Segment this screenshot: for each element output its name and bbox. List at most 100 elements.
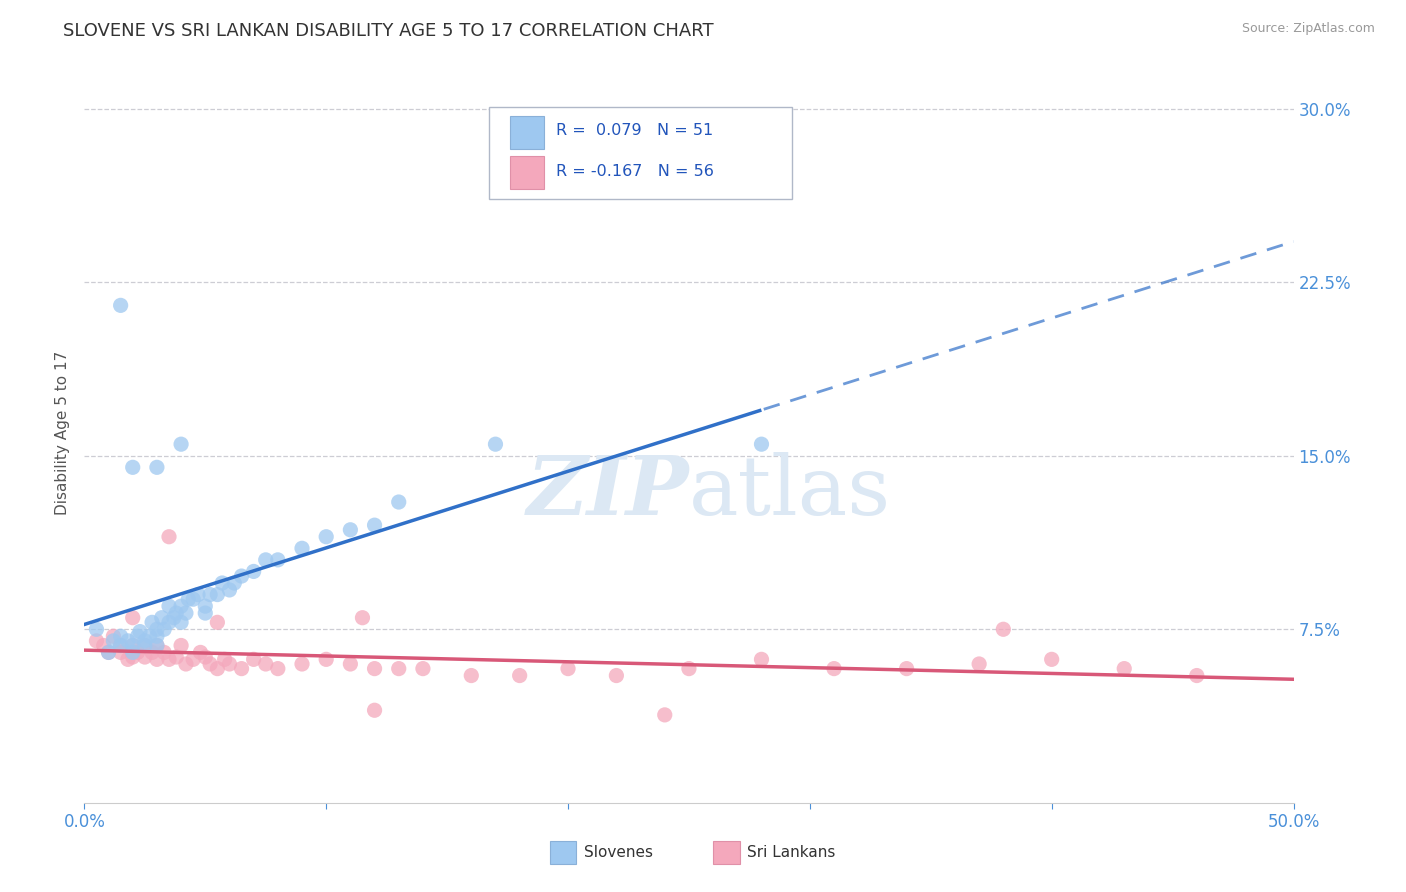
Point: [242, 652, 264, 666]
Point: [103, 629, 125, 643]
Point: [163, 610, 186, 624]
Text: R = -0.167   N = 56: R = -0.167 N = 56: [555, 164, 714, 179]
Point: [146, 639, 169, 653]
Point: [194, 606, 217, 620]
Point: [138, 629, 160, 643]
Point: [153, 645, 176, 659]
Point: [339, 523, 361, 537]
Point: [117, 633, 139, 648]
Point: [134, 639, 156, 653]
Point: [153, 622, 176, 636]
Point: [339, 657, 361, 671]
Point: [190, 645, 212, 659]
Point: [157, 615, 180, 630]
Point: [121, 645, 143, 659]
Point: [194, 650, 217, 665]
Point: [218, 582, 240, 597]
Text: Slovenes: Slovenes: [583, 845, 652, 860]
Point: [110, 629, 132, 643]
Point: [134, 633, 156, 648]
Point: [174, 657, 197, 671]
Point: [967, 657, 990, 671]
Bar: [510, 116, 544, 149]
Point: [146, 652, 169, 666]
Text: atlas: atlas: [689, 452, 891, 532]
Point: [146, 460, 169, 475]
Point: [363, 662, 385, 676]
Point: [97, 645, 120, 659]
Point: [121, 460, 143, 475]
Point: [121, 639, 143, 653]
Point: [170, 639, 193, 653]
Point: [110, 298, 132, 312]
Point: [207, 662, 229, 676]
Point: [1040, 652, 1063, 666]
Point: [363, 703, 385, 717]
FancyBboxPatch shape: [489, 107, 792, 200]
Point: [165, 650, 187, 665]
Point: [141, 645, 163, 659]
Point: [146, 622, 169, 636]
Point: [170, 599, 193, 614]
Point: [315, 530, 337, 544]
Point: [194, 599, 217, 614]
Point: [214, 652, 236, 666]
Point: [110, 645, 132, 659]
Point: [177, 592, 200, 607]
Point: [291, 657, 314, 671]
Point: [165, 606, 187, 620]
Point: [896, 662, 918, 676]
Text: R =  0.079   N = 51: R = 0.079 N = 51: [555, 122, 713, 137]
Point: [224, 576, 246, 591]
Point: [198, 657, 221, 671]
Point: [231, 569, 253, 583]
Point: [678, 662, 700, 676]
Point: [150, 610, 173, 624]
Point: [157, 599, 180, 614]
Point: [117, 652, 139, 666]
Point: [198, 588, 221, 602]
Point: [388, 495, 411, 509]
Point: [484, 437, 506, 451]
Point: [174, 606, 197, 620]
Point: [211, 576, 233, 591]
Bar: [713, 840, 740, 864]
Point: [267, 553, 290, 567]
Point: [146, 639, 169, 653]
Point: [352, 610, 374, 624]
Point: [97, 645, 120, 659]
Point: [93, 639, 115, 653]
Point: [121, 610, 143, 624]
Point: [412, 662, 434, 676]
Point: [146, 629, 169, 643]
Point: [170, 615, 193, 630]
Point: [141, 615, 163, 630]
Text: ZIP: ZIP: [526, 452, 689, 532]
Point: [315, 652, 337, 666]
Point: [207, 588, 229, 602]
Point: [170, 437, 193, 451]
Point: [110, 639, 132, 653]
Point: [242, 565, 264, 579]
Point: [254, 553, 277, 567]
Text: SLOVENE VS SRI LANKAN DISABILITY AGE 5 TO 17 CORRELATION CHART: SLOVENE VS SRI LANKAN DISABILITY AGE 5 T…: [63, 22, 714, 40]
Point: [127, 629, 149, 643]
Point: [157, 652, 180, 666]
Point: [363, 518, 385, 533]
Point: [110, 639, 132, 653]
Point: [823, 662, 845, 676]
Point: [254, 657, 277, 671]
Point: [654, 707, 676, 722]
Y-axis label: Disability Age 5 to 17: Disability Age 5 to 17: [55, 351, 70, 515]
Point: [267, 662, 290, 676]
Text: Source: ZipAtlas.com: Source: ZipAtlas.com: [1241, 22, 1375, 36]
Point: [181, 652, 204, 666]
Point: [181, 592, 204, 607]
Point: [134, 650, 156, 665]
Text: Sri Lankans: Sri Lankans: [747, 845, 835, 860]
Point: [157, 530, 180, 544]
Point: [1114, 662, 1136, 676]
Point: [103, 633, 125, 648]
Point: [231, 662, 253, 676]
Point: [509, 668, 531, 682]
